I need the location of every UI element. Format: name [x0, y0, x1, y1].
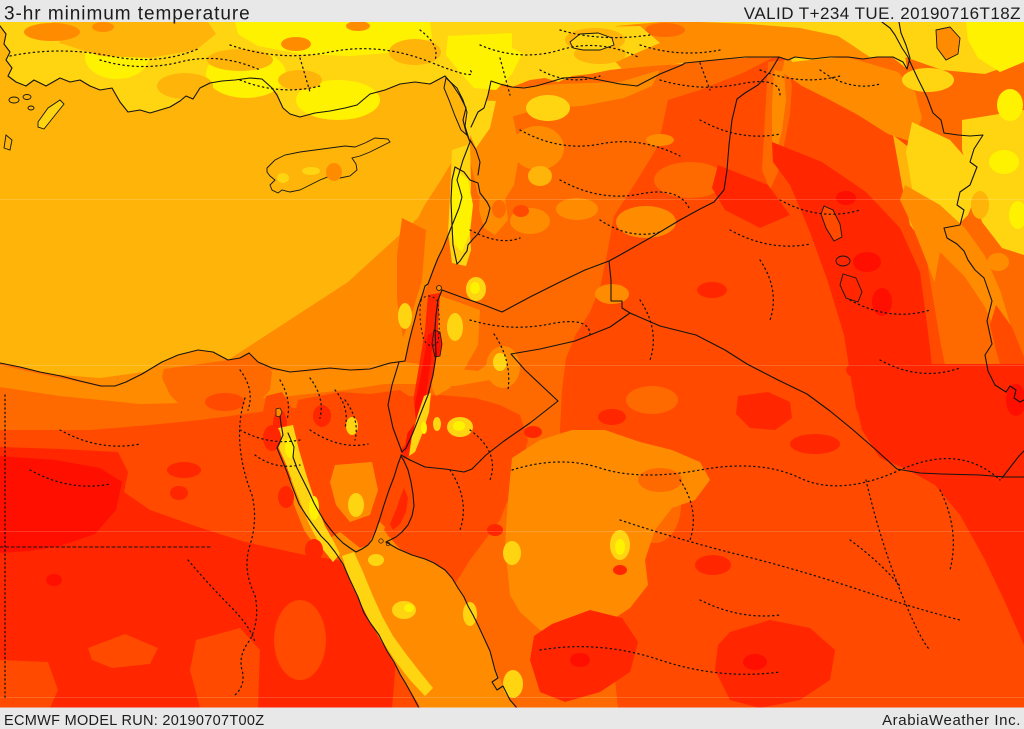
svg-text:3-hr minimum temperature: 3-hr minimum temperature [4, 4, 251, 25]
svg-text:VALID T+234 TUE. 20190716T18Z: VALID T+234 TUE. 20190716T18Z [744, 4, 1021, 23]
svg-text:ECMWF MODEL RUN: 20190707T00Z: ECMWF MODEL RUN: 20190707T00Z [4, 713, 264, 729]
svg-text:ArabiaWeather Inc.: ArabiaWeather Inc. [882, 712, 1021, 729]
